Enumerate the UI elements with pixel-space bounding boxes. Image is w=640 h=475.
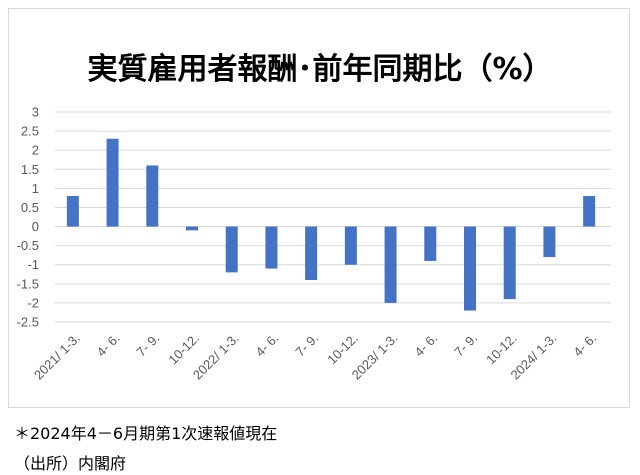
y-tick-label: 2.5 <box>21 124 39 139</box>
y-tick-label: -1.5 <box>17 276 39 291</box>
x-tick-label: 7- 9. <box>292 331 321 360</box>
y-tick-label: 0.5 <box>21 200 39 215</box>
bar <box>344 226 357 265</box>
footnote-source: （出所）内閣府 <box>14 454 127 473</box>
bar <box>106 138 119 227</box>
bar <box>186 226 198 231</box>
bar <box>503 226 516 300</box>
x-tick-label: 4- 6. <box>94 331 123 360</box>
x-tick-label: 4- 6. <box>253 331 282 360</box>
x-tick-label: 10-12. <box>324 331 361 368</box>
y-tick-label: 3 <box>32 105 39 120</box>
x-tick-label: 7- 9. <box>133 331 162 360</box>
bar <box>265 226 278 269</box>
y-tick-label: 1 <box>32 181 39 196</box>
x-tick-label: 10-12. <box>483 331 520 368</box>
bar-chart: 実質雇用者報酬･前年同期比（%） 3 2.5 2 1.5 1 0.5 0 -0.5 -1 -1.5… <box>17 52 611 383</box>
bar <box>464 226 476 311</box>
bar <box>583 196 596 227</box>
y-tick-label: 1.5 <box>21 162 39 177</box>
y-axis-ticks: 3 2.5 2 1.5 1 0.5 0 -0.5 -1 -1.5 -2 -2.5 <box>17 105 39 330</box>
y-tick-label: -2 <box>27 295 39 310</box>
y-tick-label: -2.5 <box>17 315 39 330</box>
x-tick-label: 4- 6. <box>411 331 440 360</box>
x-axis-ticks: 2021/ 1-3. 4- 6. 7- 9. 10-12.2022/ 1-3. 4- 6… <box>31 331 599 383</box>
bar <box>225 226 238 273</box>
bar <box>424 226 437 261</box>
gridlines <box>55 111 611 323</box>
bar <box>543 226 556 258</box>
y-tick-label: -0.5 <box>17 238 39 253</box>
x-tick-label: 2021/ 1-3. <box>31 331 83 383</box>
bar <box>305 226 318 280</box>
bar <box>384 226 397 303</box>
y-tick-label: -1 <box>27 257 39 272</box>
footnote-data-status: ＊2024年4－6月期第1次速報値現在 <box>14 424 278 443</box>
y-tick-label: 2 <box>32 143 39 158</box>
x-tick-label: 7- 9. <box>451 331 480 360</box>
chart-frame: 実質雇用者報酬･前年同期比（%） 3 2.5 2 1.5 1 0.5 0 -0.5 -1 -1.5… <box>8 8 630 408</box>
x-tick-label: 10-12. <box>165 331 202 368</box>
bars <box>66 138 596 311</box>
y-tick-label: 0 <box>32 219 39 234</box>
bar <box>146 165 159 227</box>
x-tick-label: 4- 6. <box>570 331 599 360</box>
bar <box>66 196 79 227</box>
chart-title: 実質雇用者報酬･前年同期比（%） <box>87 52 552 87</box>
